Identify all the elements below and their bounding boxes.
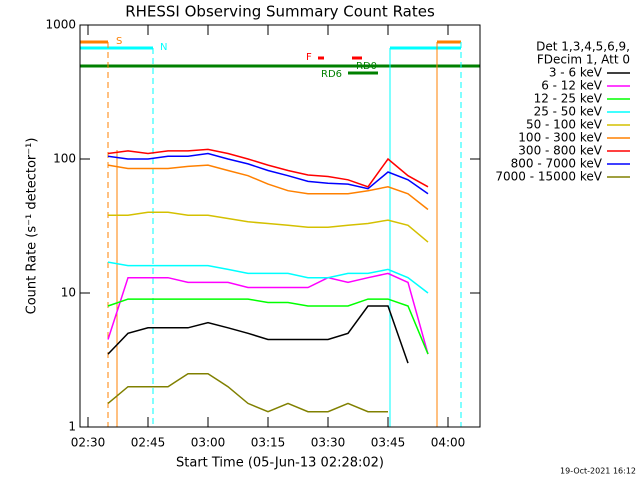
legend-label: 100 - 300 keV: [518, 131, 602, 145]
chart-title: RHESSI Observing Summary Count Rates: [125, 3, 435, 21]
plot-frame: [79, 24, 481, 428]
y-tick-label: 1: [68, 420, 76, 434]
series-line: [107, 148, 429, 188]
y-tick-label: 10: [61, 286, 76, 300]
footer: 19-Oct-2021 16:12: [560, 467, 636, 476]
series-line: [107, 305, 409, 364]
x-tick-label: 03:00: [191, 436, 226, 450]
flag-label: RD6: [321, 69, 342, 80]
series-line: [107, 272, 429, 355]
flags: [80, 40, 480, 75]
legend-label: 7000 - 15000 keV: [495, 170, 602, 184]
legend-label: 6 - 12 keV: [541, 79, 603, 93]
series-line: [107, 372, 388, 413]
legend-label: 12 - 25 keV: [534, 92, 603, 106]
x-axis-label: Start Time (05-Jun-13 02:28:02): [176, 456, 384, 471]
flag-label: S: [116, 36, 122, 47]
legend-header: FDecim 1, Att 0: [537, 53, 630, 67]
x-tick-label: 04:00: [431, 436, 466, 450]
flag-label: RD0: [356, 61, 377, 72]
x-tick-label: 03:15: [251, 436, 286, 450]
series-line: [107, 152, 429, 195]
legend-label: 800 - 7000 keV: [511, 157, 603, 171]
series-line: [107, 164, 429, 211]
series-line: [107, 261, 429, 294]
series-line: [107, 298, 429, 355]
legend-label: 50 - 100 keV: [526, 118, 603, 132]
y-tick-label: 1000: [45, 18, 76, 32]
legend-label: 25 - 50 keV: [534, 105, 603, 119]
x-tick-label: 02:45: [131, 436, 166, 450]
y-tick-label: 100: [53, 152, 76, 166]
x-tick-label: 03:30: [311, 436, 346, 450]
legend-header: Det 1,3,4,5,6,9,: [536, 40, 630, 54]
x-tick-label: 03:45: [371, 436, 406, 450]
y-axis-label: Count Rate (s⁻¹ detector⁻¹): [25, 138, 40, 315]
x-tick-label: 02:30: [71, 436, 106, 450]
legend-label: 300 - 800 keV: [518, 144, 602, 158]
flag-label: N: [160, 42, 167, 53]
flag-label: F: [306, 52, 312, 63]
legend-label: 3 - 6 keV: [549, 66, 603, 80]
series-line: [108, 211, 429, 243]
